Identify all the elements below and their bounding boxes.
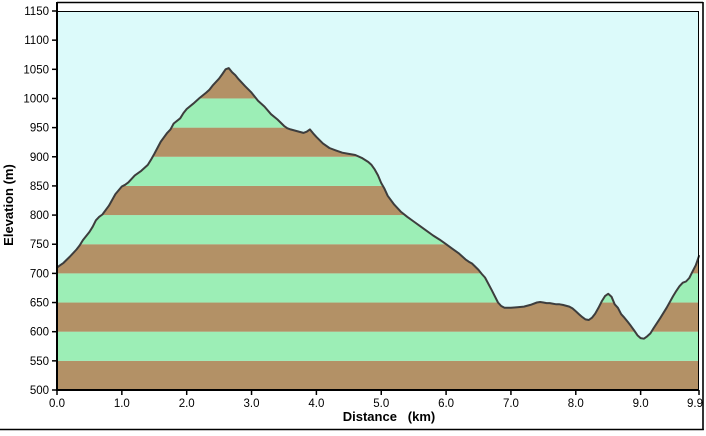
elevation-stripe: [57, 360, 699, 390]
y-tick-label: 650: [30, 298, 49, 310]
x-tick-label: 7.0: [503, 398, 519, 410]
y-tick-label: 800: [30, 210, 49, 222]
y-tick-label: 900: [30, 152, 49, 164]
x-tick-label: 2.0: [179, 398, 195, 410]
x-axis-title: Distance (km): [343, 409, 435, 424]
y-tick-label: 500: [30, 385, 49, 397]
y-axis-ticks: 1150 1100 1050 1000 950 900 850 800 750 700 650 600…: [23, 6, 57, 397]
y-tick-label: 750: [30, 239, 49, 251]
x-tick-label: 4.0: [308, 398, 324, 410]
y-tick-label: 1000: [23, 93, 49, 105]
y-tick-label: 700: [30, 268, 49, 280]
y-tick-label: 600: [30, 327, 49, 339]
y-tick-label: 550: [30, 356, 49, 368]
x-tick-label: 3.0: [244, 398, 260, 410]
x-tick-label: 9.0: [633, 398, 649, 410]
y-tick-label: 950: [30, 123, 49, 135]
x-tick-label: 9.9: [687, 398, 703, 410]
x-axis-ticks: 0.0 1.0 2.0 3.0 4.0 5.0 6.0 7.0 8.0 9.0 9.9: [49, 390, 703, 410]
elevation-stripe: [57, 331, 699, 361]
y-tick-label: 1050: [23, 64, 49, 76]
y-axis-title: Elevation (m): [1, 164, 16, 246]
terrain-profile-line: [56, 67, 700, 340]
elevation-stripe: [57, 302, 699, 332]
x-tick-label: 5.0: [373, 398, 389, 410]
y-tick-label: 850: [30, 181, 49, 193]
x-tick-label: 8.0: [568, 398, 584, 410]
y-tick-label: 1100: [24, 35, 49, 47]
x-tick-label: 1.0: [114, 398, 130, 410]
y-tick-label: 1150: [24, 6, 49, 18]
x-tick-label: 6.0: [438, 398, 454, 410]
x-tick-label: 0.0: [49, 398, 65, 410]
